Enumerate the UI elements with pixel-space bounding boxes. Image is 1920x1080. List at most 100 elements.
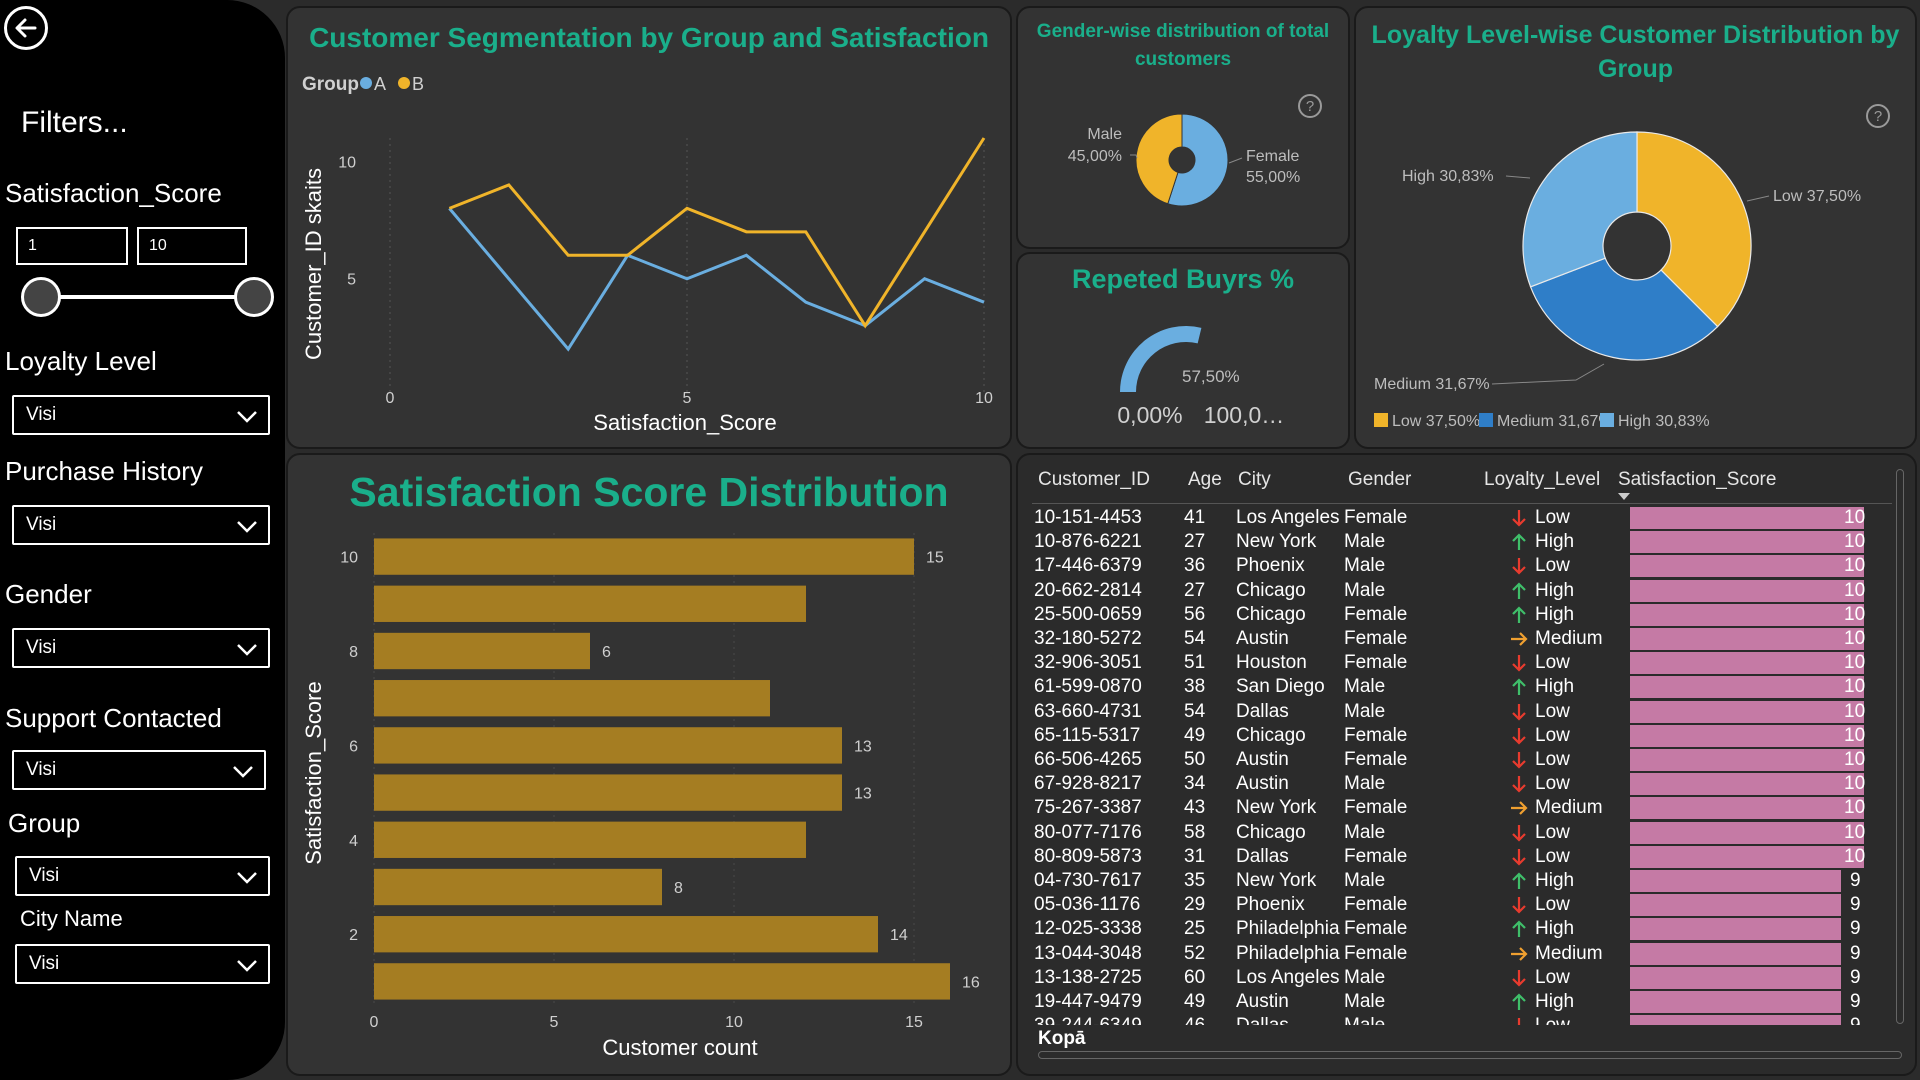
legend-marker-A[interactable] [360,77,372,89]
back-button[interactable] [4,6,48,50]
table-row[interactable]: 10-876-6221 27 New York Male High 10 [1034,531,1888,555]
table-row[interactable]: 17-446-6379 36 Phoenix Male Low 10 [1034,555,1888,579]
help-icon[interactable]: ? [1866,104,1890,128]
table-row[interactable]: 39-244-6349 46 Dallas Male Low 9 [1034,1015,1888,1025]
cell-satisfaction-score: 10 [1844,628,1866,649]
range-min-input[interactable]: 1 [16,227,128,265]
score-data-bar [1630,555,1864,578]
bar-score-7[interactable] [374,680,770,717]
group-dropdown[interactable]: Visi [15,856,270,896]
score-data-bar [1630,676,1864,699]
chevron-down-icon [237,872,257,884]
table-row[interactable]: 80-809-5873 31 Dallas Female Low 10 [1034,845,1888,870]
cell-age: 41 [1184,507,1206,528]
table-row[interactable]: 32-906-3051 51 Houston Female Low 10 [1034,652,1888,676]
sort-descending-icon[interactable] [1618,493,1630,500]
cell-age: 35 [1184,870,1206,891]
legend-label-low[interactable]: Low 37,50% [1392,413,1480,430]
table-row[interactable]: 04-730-7617 35 New York Male High 9 [1034,870,1888,894]
series-line-B[interactable] [448,137,986,329]
gauge-fill[interactable] [1120,326,1202,392]
table-row[interactable]: 19-447-9479 49 Austin Male High 9 [1034,991,1888,1015]
range-slider-max-handle[interactable] [234,277,274,317]
pie-slice-low[interactable] [1636,131,1752,328]
score-data-bar [1630,531,1864,554]
series-line-A[interactable] [448,207,985,352]
legend-marker-B[interactable] [398,77,410,89]
table-row[interactable]: 80-077-7176 58 Chicago Male Low 10 [1034,821,1888,846]
column-header-customer-id[interactable]: Customer_ID [1038,469,1150,490]
table-row[interactable]: 25-500-0659 56 Chicago Female High 10 [1034,603,1888,628]
pie-slice-high[interactable] [1522,131,1638,288]
bar-score-2[interactable] [374,916,878,953]
x-axis-title: Satisfaction_Score [593,410,776,435]
legend-swatch-high[interactable] [1600,413,1614,427]
help-icon[interactable]: ? [1298,94,1322,118]
city-name-dropdown[interactable]: Visi [15,944,270,984]
bar-score-10[interactable] [374,538,914,575]
range-slider-track[interactable] [40,295,254,299]
column-header-gender[interactable]: Gender [1348,469,1412,490]
pie-slice-male[interactable] [1135,113,1183,205]
legend-swatch-medium[interactable] [1479,413,1493,427]
support-contacted-dropdown[interactable]: Visi [12,750,266,790]
gender-pie-panel: Gender-wise distribution of total custom… [1016,6,1350,249]
table-row[interactable]: 61-599-0870 38 San Diego Male High 10 [1034,676,1888,700]
loyalty-pie-chart[interactable]: Low 37,50% Medium 31,67% High 30,83% Low 37… [1356,8,1917,449]
table-row[interactable]: 75-267-3387 43 New York Female Medium 10 [1034,797,1888,821]
table-row[interactable]: 20-662-2814 27 Chicago Male High 10 [1034,579,1888,604]
arrow-up-icon [1512,606,1526,623]
column-header-city[interactable]: City [1238,469,1271,490]
table-row[interactable]: 05-036-1176 29 Phoenix Female Low 9 [1034,894,1888,918]
legend-label-A[interactable]: A [374,74,386,94]
loyalty-level-dropdown[interactable]: Visi [12,395,270,435]
legend-label-B[interactable]: B [412,74,424,94]
arrow-down-icon [1512,848,1526,866]
table-row[interactable]: 66-506-4265 50 Austin Female Low 10 [1034,749,1888,773]
column-header-age[interactable]: Age [1188,469,1222,490]
table-row[interactable]: 67-928-8217 34 Austin Male Low 10 [1034,773,1888,797]
vertical-scrollbar[interactable] [1896,469,1904,1024]
cell-customer-id: 10-151-4453 [1034,507,1142,528]
leader-line [1746,195,1770,202]
legend-swatch-low[interactable] [1374,413,1388,427]
loyalty-pie-title: Loyalty Level-wise Customer Distribution… [1371,21,1900,83]
pie-slice-medium[interactable] [1529,257,1719,361]
legend-label-high[interactable]: High 30,83% [1618,413,1710,430]
cell-age: 58 [1184,821,1206,843]
legend-label-medium[interactable]: Medium 31,67% [1497,413,1613,430]
purchase-history-dropdown[interactable]: Visi [12,505,270,545]
line-chart[interactable]: Group A B 0 5 10 5 10 Satisfaction_Score Cust… [288,8,1012,449]
cell-loyalty-level: Low [1535,749,1570,770]
bar-score-6[interactable] [374,727,842,764]
table-body[interactable]: 10-151-4453 41 Los Angeles Female Low 10 10-87… [1018,455,1888,1025]
bar-score-1[interactable] [374,963,950,1000]
arrow-up-icon [1512,582,1526,599]
cell-gender: Female [1344,894,1408,916]
column-header-loyalty-level[interactable]: Loyalty_Level [1484,469,1601,490]
pie-slice-female[interactable] [1167,113,1229,207]
bar-score-9[interactable] [374,585,806,622]
table-row[interactable]: 10-151-4453 41 Los Angeles Female Low 10 [1034,507,1888,531]
table-row[interactable]: 13-044-3048 52 Philadelphia Female Medium 9 [1034,942,1888,967]
table-row[interactable]: 32-180-5272 54 Austin Female Medium 10 [1034,628,1888,652]
column-header-satisfaction-score[interactable]: Satisfaction_Score [1618,469,1777,490]
repeat-buyers-gauge[interactable]: 57,50%0,00% 100,0… [1018,254,1350,449]
table-row[interactable]: 63-660-4731 54 Dallas Male Low 10 [1034,700,1888,725]
horizontal-scrollbar[interactable] [1038,1051,1902,1059]
line-chart-panel: Customer Segmentation by Group and Satis… [286,6,1012,449]
cell-gender: Male [1344,700,1386,722]
table-row[interactable]: 12-025-3338 25 Philadelphia Female High 9 [1034,918,1888,942]
bar-score-4[interactable] [374,821,806,858]
bar-score-3[interactable] [374,868,662,906]
range-max-input[interactable]: 10 [137,227,247,265]
range-slider-min-handle[interactable] [21,277,61,317]
table-row[interactable]: 65-115-5317 49 Chicago Female Low 10 [1034,724,1888,749]
slice-label-medium: Medium 31,67% [1374,376,1490,393]
bar-chart[interactable]: 0 5 10 15 15 10 6 8 13 6 13 4 8 14 2 16 Customer count… [288,455,1012,1076]
bar-score-8[interactable] [374,632,590,670]
table-row[interactable]: 13-138-2725 60 Los Angeles Male Low 9 [1034,966,1888,991]
gender-dropdown[interactable]: Visi [12,628,270,668]
bar-score-5[interactable] [374,774,842,811]
y-axis-title: Satisfaction_Score [301,681,326,864]
